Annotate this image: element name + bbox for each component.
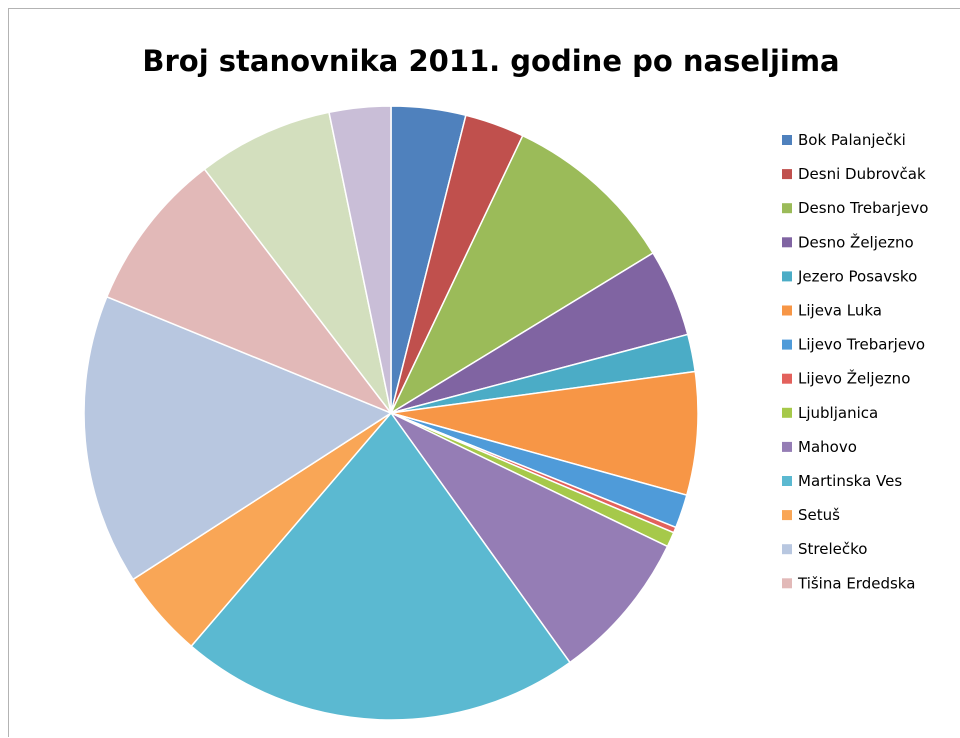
legend-label: Lijevo Željezno: [798, 369, 910, 388]
legend-swatch: [782, 441, 792, 452]
pie-chart: Broj stanovnika 2011. godine po naseljim…: [83, 44, 928, 721]
pie-slice-martinska-ves: [190, 411, 571, 721]
legend-item: Strelečko: [782, 540, 867, 558]
legend-label: Lijevo Trebarjevo: [798, 336, 925, 354]
legend-label: Ljubljanica: [798, 404, 878, 422]
legend-item: Ljubljanica: [782, 404, 878, 422]
legend-swatch: [782, 476, 792, 486]
legend-label: Mahovo: [798, 438, 857, 456]
legend-label: Strelečko: [798, 540, 867, 558]
chart-title: Broj stanovnika 2011. godine po naseljim…: [142, 44, 839, 78]
legend-label: Bok Palanječki: [798, 131, 906, 149]
legend-item: Setuš: [782, 506, 840, 524]
legend-label: Lijeva Luka: [798, 302, 882, 320]
pie-slice-mahovo: [390, 412, 669, 664]
chart-frame: Broj stanovnika 2011. godine po naseljim…: [8, 8, 960, 737]
legend-swatch: [782, 407, 792, 418]
legend-item: Bok Palanječki: [782, 131, 906, 149]
pie-slices: [83, 105, 699, 721]
legend-swatch: [782, 135, 792, 145]
legend-label: Jezero Posavsko: [797, 267, 917, 285]
legend-swatch: [782, 305, 792, 316]
pie-slice-ti-ina-erdedska: [105, 168, 394, 415]
legend-label: Desno Željezno: [798, 232, 914, 251]
legend-swatch: [782, 373, 792, 384]
legend-swatch: [782, 169, 792, 180]
legend-swatch: [782, 203, 792, 214]
legend-label: Tišina Erdedska: [797, 574, 915, 592]
legend-item: Jezero Posavsko: [782, 267, 917, 285]
legend-label: Desni Dubrovčak: [798, 165, 926, 183]
pie-slice-desno-trebarjevo: [389, 134, 655, 415]
legend-item: Martinska Ves: [782, 472, 902, 490]
legend-item: Mahovo: [782, 438, 857, 456]
legend-label: Martinska Ves: [798, 472, 902, 490]
legend-swatch: [782, 339, 792, 350]
legend-item: Tišina Erdedska: [782, 574, 915, 592]
legend-swatch: [782, 510, 792, 521]
legend-swatch: [782, 237, 792, 248]
legend-item: Lijevo Trebarjevo: [782, 336, 925, 354]
legend-item: Desni Dubrovčak: [782, 165, 926, 183]
legend-item: Lijeva Luka: [782, 302, 882, 320]
legend-swatch: [782, 271, 792, 282]
legend-item: Desno Trebarjevo: [782, 199, 928, 217]
legend-swatch: [782, 544, 792, 555]
legend: Bok Palanječki Desni Dubrovčak Desno Treba…: [782, 131, 928, 592]
legend-item: Desno Željezno: [782, 232, 914, 251]
legend-label: Setuš: [798, 506, 840, 524]
pie-slice-strele-ko: [83, 295, 393, 581]
legend-swatch: [782, 578, 792, 589]
pie-slice-lijeva-luka: [390, 370, 699, 497]
pie-slice-unlabeled-15: [328, 105, 392, 414]
legend-label: Desno Trebarjevo: [798, 199, 928, 217]
legend-item: Lijevo Željezno: [782, 369, 910, 388]
